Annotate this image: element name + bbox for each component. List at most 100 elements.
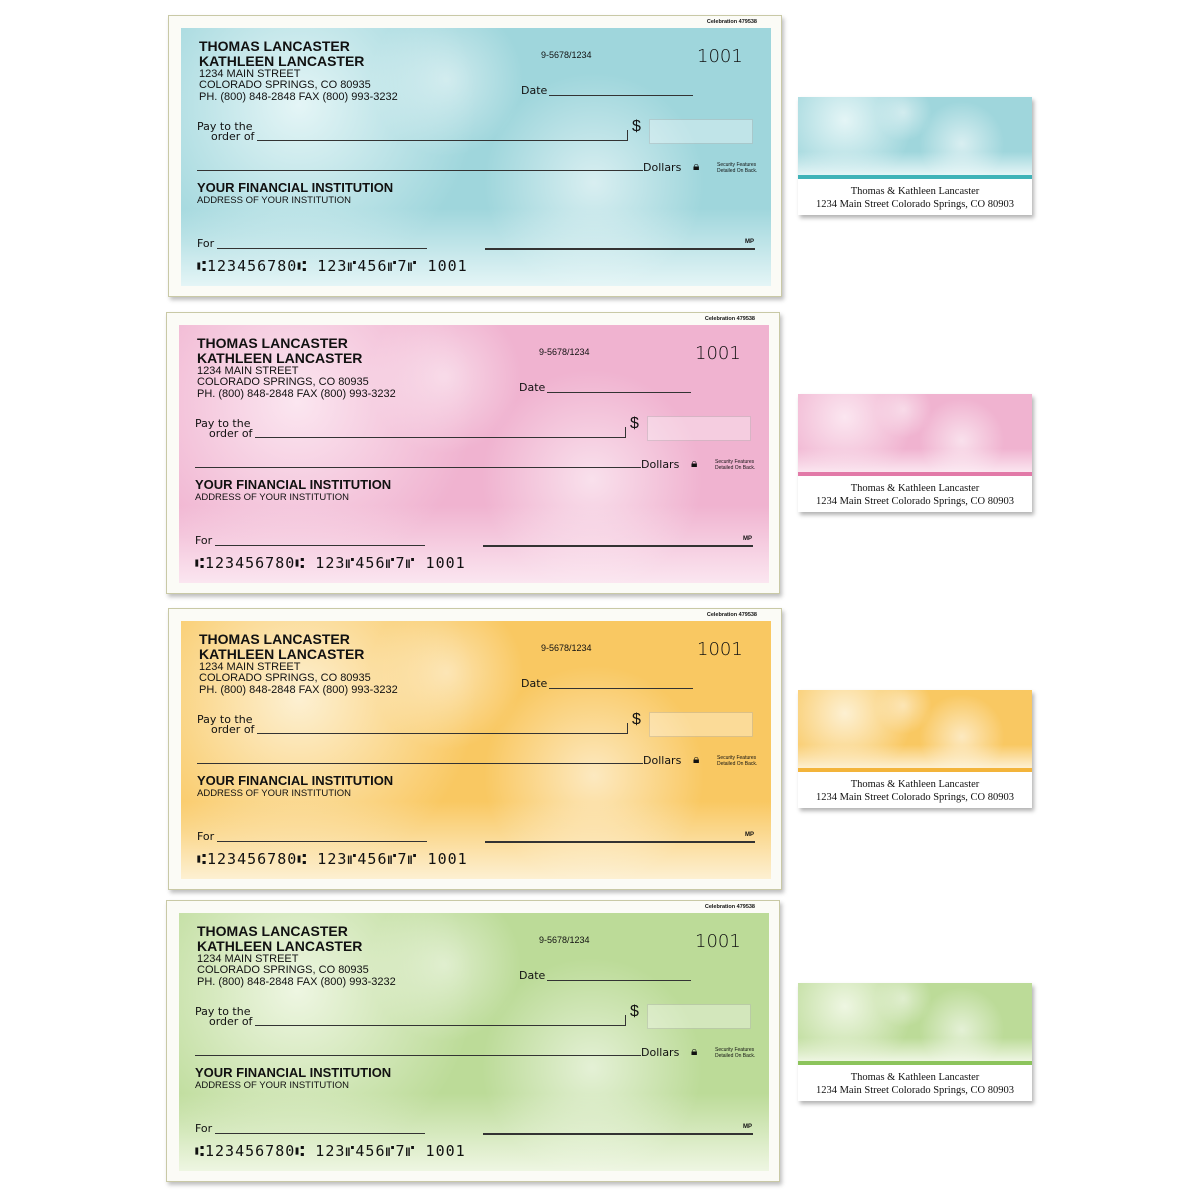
address-label-orange: Thomas & Kathleen Lancaster 1234 Main St…	[798, 690, 1032, 808]
dollars-label: Dollars	[641, 1046, 680, 1059]
account-holder-name-1: THOMAS LANCASTER	[199, 38, 350, 54]
routing-fraction: 9-5678/1234	[539, 347, 590, 357]
label-line-2: 1234 Main Street Colorado Springs, CO 80…	[815, 792, 1015, 803]
dollars-label: Dollars	[643, 161, 682, 174]
label-background	[798, 983, 1032, 1061]
order-of-label: order of	[211, 723, 255, 736]
micr-line: ⑆123456780⑆ 123⑈456⑈7⑈ 1001	[197, 257, 468, 275]
label-background	[798, 394, 1032, 472]
order-of-label: order of	[211, 130, 255, 143]
mp-mark: MP	[745, 239, 754, 245]
amount-words-line	[197, 170, 643, 171]
routing-fraction: 9-5678/1234	[541, 643, 592, 653]
account-holder-name-2: KATHLEEN LANCASTER	[197, 350, 363, 366]
style-code: Celebration 479538	[704, 316, 755, 322]
pay-to-label: Pay to the	[197, 713, 253, 726]
label-line-2: 1234 Main Street Colorado Springs, CO 80…	[815, 199, 1015, 210]
check-green: Celebration 479538 THOMAS LANCASTER KATH…	[166, 900, 780, 1182]
dollar-sign: $	[630, 415, 639, 432]
account-holder-name-1: THOMAS LANCASTER	[197, 335, 348, 351]
security-text-1: Security Features	[715, 459, 755, 465]
security-text-2: Detailed On Back.	[717, 168, 758, 174]
date-line	[549, 95, 693, 96]
bank-name: YOUR FINANCIAL INSTITUTION	[197, 180, 394, 195]
label-line-2: 1234 Main Street Colorado Springs, CO 80…	[815, 1085, 1015, 1096]
signature-line	[483, 1133, 753, 1135]
pay-to-label: Pay to the	[195, 1005, 251, 1018]
dollar-sign: $	[630, 1003, 639, 1020]
micr-line: ⑆123456780⑆ 123⑈456⑈7⑈ 1001	[195, 1142, 466, 1160]
payee-line	[257, 140, 627, 141]
check-number: 1001	[695, 931, 741, 952]
label-background	[798, 97, 1032, 175]
payee-line-end	[627, 723, 628, 734]
dollars-label: Dollars	[643, 754, 682, 767]
check-blue: Celebration 479538 THOMAS LANCASTER KATH…	[168, 15, 782, 297]
bank-address: ADDRESS OF YOUR INSTITUTION	[195, 1080, 349, 1091]
check-pink: Celebration 479538 THOMAS LANCASTER KATH…	[166, 312, 780, 594]
signature-line	[485, 841, 755, 843]
check-background: THOMAS LANCASTER KATHLEEN LANCASTER 1234…	[179, 913, 769, 1171]
account-holder-name-2: KATHLEEN LANCASTER	[199, 53, 365, 69]
street-address: 1234 MAIN STREET	[197, 953, 299, 965]
date-label: Date	[519, 381, 546, 394]
address-label-pink: Thomas & Kathleen Lancaster 1234 Main St…	[798, 394, 1032, 512]
amount-box	[649, 119, 753, 144]
style-code: Celebration 479538	[706, 612, 757, 618]
micr-line: ⑆123456780⑆ 123⑈456⑈7⑈ 1001	[195, 554, 466, 572]
security-text-1: Security Features	[717, 162, 757, 168]
dollar-sign: $	[632, 711, 641, 728]
memo-line	[217, 841, 427, 842]
security-text-2: Detailed On Back.	[715, 1053, 756, 1059]
label-stripe	[798, 768, 1032, 772]
address-label-blue: Thomas & Kathleen Lancaster 1234 Main St…	[798, 97, 1032, 215]
bank-address: ADDRESS OF YOUR INSTITUTION	[197, 195, 351, 206]
city-state-zip: COLORADO SPRINGS, CO 80935	[199, 79, 371, 91]
lock-icon: 🔒︎	[693, 159, 700, 173]
security-text-2: Detailed On Back.	[717, 761, 758, 767]
address-label-green: Thomas & Kathleen Lancaster 1234 Main St…	[798, 983, 1032, 1101]
memo-line	[215, 545, 425, 546]
date-line	[547, 392, 691, 393]
date-line	[547, 980, 691, 981]
for-label: For	[197, 830, 215, 843]
label-stripe	[798, 1061, 1032, 1065]
amount-words-line	[195, 1055, 641, 1056]
mp-mark: MP	[745, 832, 754, 838]
phone-fax: PH. (800) 848-2848 FAX (800) 993-3232	[199, 684, 398, 696]
payee-line	[255, 1025, 625, 1026]
amount-box	[649, 712, 753, 737]
security-text-2: Detailed On Back.	[715, 465, 756, 471]
date-line	[549, 688, 693, 689]
routing-fraction: 9-5678/1234	[539, 935, 590, 945]
pay-to-label: Pay to the	[197, 120, 253, 133]
memo-line	[217, 248, 427, 249]
micr-line: ⑆123456780⑆ 123⑈456⑈7⑈ 1001	[197, 850, 468, 868]
payee-line-end	[627, 130, 628, 141]
account-holder-name-2: KATHLEEN LANCASTER	[197, 938, 363, 954]
bank-name: YOUR FINANCIAL INSTITUTION	[195, 477, 392, 492]
check-number: 1001	[697, 46, 743, 67]
memo-line	[215, 1133, 425, 1134]
amount-words-line	[197, 763, 643, 764]
for-label: For	[195, 1122, 213, 1135]
style-code: Celebration 479538	[704, 904, 755, 910]
account-holder-name-2: KATHLEEN LANCASTER	[199, 646, 365, 662]
check-number: 1001	[697, 639, 743, 660]
mp-mark: MP	[743, 536, 752, 542]
street-address: 1234 MAIN STREET	[199, 68, 301, 80]
label-line-2: 1234 Main Street Colorado Springs, CO 80…	[815, 496, 1015, 507]
order-of-label: order of	[209, 1015, 253, 1028]
phone-fax: PH. (800) 848-2848 FAX (800) 993-3232	[197, 976, 396, 988]
bank-address: ADDRESS OF YOUR INSTITUTION	[197, 788, 351, 799]
amount-box	[647, 1004, 751, 1029]
date-label: Date	[521, 677, 548, 690]
pay-to-label: Pay to the	[195, 417, 251, 430]
lock-icon: 🔒︎	[693, 752, 700, 766]
for-label: For	[197, 237, 215, 250]
label-line-1: Thomas & Kathleen Lancaster	[850, 1072, 980, 1083]
city-state-zip: COLORADO SPRINGS, CO 80935	[197, 964, 369, 976]
street-address: 1234 MAIN STREET	[197, 365, 299, 377]
signature-line	[483, 545, 753, 547]
bank-address: ADDRESS OF YOUR INSTITUTION	[195, 492, 349, 503]
